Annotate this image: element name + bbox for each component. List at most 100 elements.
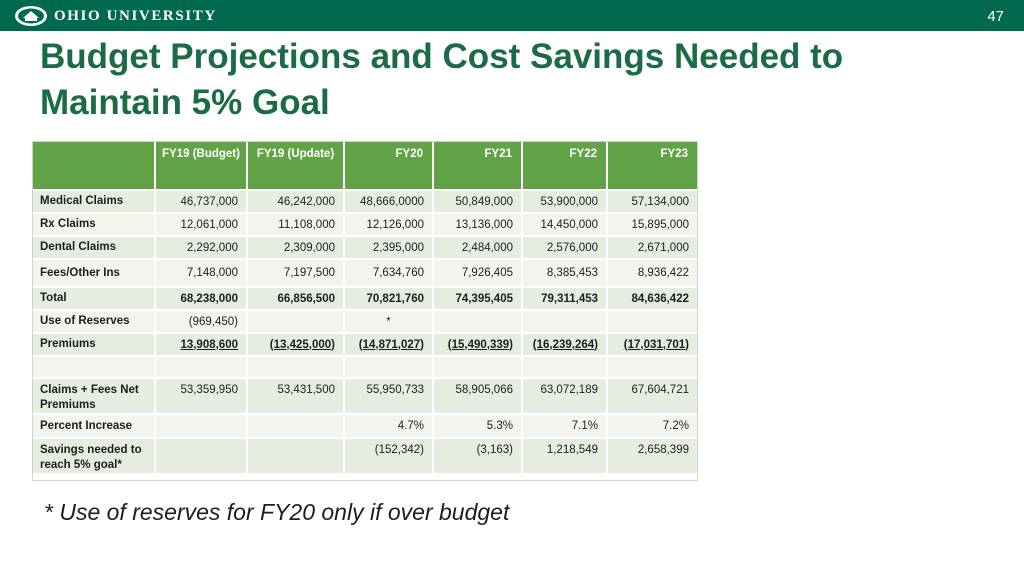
table-cell: 50,849,000 [434,191,523,214]
table-cell: 1,218,549 [523,439,608,475]
budget-table-container: FY19 (Budget) FY19 (Update) FY20 FY21 FY… [32,141,698,481]
table-cell: 2,309,000 [248,237,345,260]
table-cell: 2,395,000 [345,237,434,260]
table-cell: 7,197,500 [248,260,345,288]
university-seal-icon [15,6,47,26]
table-cell: 4.7% [345,415,434,439]
table-cell: 15,895,000 [608,214,697,237]
row-label [33,357,156,379]
row-label: Medical Claims [33,191,156,214]
table-cell: 53,359,950 [156,379,248,415]
row-label: Fees/Other Ins [33,260,156,288]
table-cell: 12,061,000 [156,214,248,237]
logo-text: OHIO UNIVERSITY [54,7,217,24]
table-cell [608,357,697,379]
table-cell: 7.1% [523,415,608,439]
table-cell: 8,385,453 [523,260,608,288]
table-cell [248,439,345,475]
row-label: Savings needed to reach 5% goal* [33,439,156,475]
table-cell: 14,450,000 [523,214,608,237]
table-row: Percent Increase 4.7% 5.3% 7.1% 7.2% [33,415,697,439]
table-cell: 7.2% [608,415,697,439]
table-cell: (969,450) [156,311,248,334]
table-cell [345,357,434,379]
column-header: FY19 (Budget) [156,142,248,191]
row-label: Percent Increase [33,415,156,439]
table-row: Dental Claims 2,292,000 2,309,000 2,395,… [33,237,697,260]
top-bar: OHIO UNIVERSITY 47 [0,0,1024,31]
table-cell [434,311,523,334]
table-row: Savings needed to reach 5% goal* (152,34… [33,439,697,475]
table-cell: 74,395,405 [434,288,523,311]
table-cell: 2,576,000 [523,237,608,260]
table-cell: (152,342) [345,439,434,475]
table-cell: 5.3% [434,415,523,439]
table-cell: 7,148,000 [156,260,248,288]
table-cell [156,439,248,475]
table-cell: 7,926,405 [434,260,523,288]
table-cell: (17,031,701) [608,334,697,357]
table-cell: 2,671,000 [608,237,697,260]
table-cell: 2,484,000 [434,237,523,260]
table-row: Total 68,238,000 66,856,500 70,821,760 7… [33,288,697,311]
table-cell [156,415,248,439]
table-row: Claims + Fees Net Premiums 53,359,950 53… [33,379,697,415]
table-cell: 53,900,000 [523,191,608,214]
row-label: Dental Claims [33,237,156,260]
table-cell: (3,163) [434,439,523,475]
table-row: Premiums 13,908,600 (13,425,000) (14,871… [33,334,697,357]
table-cell: 13,908,600 [156,334,248,357]
table-row-blank [33,357,697,379]
column-header: FY22 [523,142,608,191]
column-header: FY19 (Update) [248,142,345,191]
table-cell: 84,636,422 [608,288,697,311]
table-cell: 67,604,721 [608,379,697,415]
row-label: Premiums [33,334,156,357]
table-cell: 7,634,760 [345,260,434,288]
table-cell: 57,134,000 [608,191,697,214]
column-header: FY20 [345,142,434,191]
table-cell: 53,431,500 [248,379,345,415]
table-cell: 46,737,000 [156,191,248,214]
table-cell: 2,292,000 [156,237,248,260]
budget-table: FY19 (Budget) FY19 (Update) FY20 FY21 FY… [33,142,697,475]
table-cell: 11,108,000 [248,214,345,237]
column-header: FY21 [434,142,523,191]
table-cell: 46,242,000 [248,191,345,214]
table-cell: 66,856,500 [248,288,345,311]
table-cell: 12,126,000 [345,214,434,237]
table-cell: (16,239,264) [523,334,608,357]
table-cell: 70,821,760 [345,288,434,311]
table-row: Use of Reserves (969,450) * [33,311,697,334]
table-cell: 63,072,189 [523,379,608,415]
table-cell: 8,936,422 [608,260,697,288]
table-cell: 2,658,399 [608,439,697,475]
slide-title: Budget Projections and Cost Savings Need… [40,37,844,122]
table-cell: (15,490,339) [434,334,523,357]
table-cell: * [345,311,434,334]
table-cell: 79,311,453 [523,288,608,311]
row-label: Claims + Fees Net Premiums [33,379,156,415]
row-label: Total [33,288,156,311]
table-row: Fees/Other Ins 7,148,000 7,197,500 7,634… [33,260,697,288]
row-label: Rx Claims [33,214,156,237]
slide-number: 47 [987,8,1004,25]
row-label: Use of Reserves [33,311,156,334]
table-cell [608,311,697,334]
table-cell [248,415,345,439]
table-row: Rx Claims 12,061,000 11,108,000 12,126,0… [33,214,697,237]
table-cell [248,311,345,334]
table-cell: (14,871,027) [345,334,434,357]
column-header [33,142,156,191]
column-header: FY23 [608,142,697,191]
table-cell: 68,238,000 [156,288,248,311]
table-cell: 58,905,066 [434,379,523,415]
table-row: Medical Claims 46,737,000 46,242,000 48,… [33,191,697,214]
table-cell [156,357,248,379]
university-logo: OHIO UNIVERSITY [14,4,217,28]
table-cell: 13,136,000 [434,214,523,237]
table-cell: (13,425,000) [248,334,345,357]
footnote: * Use of reserves for FY20 only if over … [44,499,510,525]
table-cell [434,357,523,379]
table-cell [523,357,608,379]
